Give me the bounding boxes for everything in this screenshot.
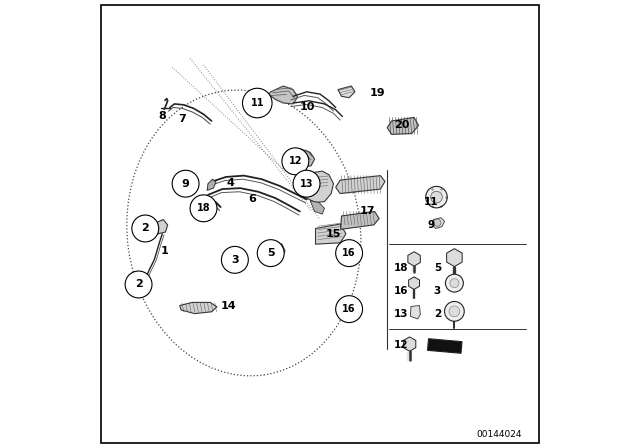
Circle shape	[293, 170, 320, 197]
Polygon shape	[316, 224, 346, 244]
Polygon shape	[269, 86, 298, 104]
Polygon shape	[207, 179, 216, 190]
Text: 18: 18	[394, 263, 408, 273]
Text: 3: 3	[231, 255, 239, 265]
Circle shape	[257, 240, 284, 267]
Text: 9: 9	[182, 179, 189, 189]
Text: 17: 17	[359, 206, 375, 215]
Polygon shape	[264, 241, 285, 255]
Text: 16: 16	[342, 304, 356, 314]
Text: 6: 6	[248, 194, 256, 204]
Text: 2: 2	[141, 224, 149, 233]
Polygon shape	[338, 86, 355, 98]
Text: 10: 10	[300, 102, 316, 112]
Circle shape	[445, 302, 464, 321]
Text: 5: 5	[267, 248, 275, 258]
Circle shape	[282, 148, 309, 175]
Text: 2: 2	[434, 310, 441, 319]
Circle shape	[172, 170, 199, 197]
Bar	[428, 339, 462, 353]
Text: 12: 12	[289, 156, 302, 166]
Text: 8: 8	[159, 112, 166, 121]
Text: 00144024: 00144024	[476, 430, 522, 439]
Polygon shape	[340, 211, 379, 229]
Circle shape	[445, 274, 463, 292]
Polygon shape	[336, 176, 385, 194]
Circle shape	[221, 246, 248, 273]
Circle shape	[190, 195, 217, 222]
Text: 16: 16	[342, 248, 356, 258]
Text: 13: 13	[300, 179, 314, 189]
Text: 16: 16	[394, 286, 408, 296]
Text: 3: 3	[434, 286, 441, 296]
Circle shape	[434, 219, 441, 226]
Polygon shape	[410, 306, 420, 319]
Circle shape	[431, 191, 442, 203]
Text: 7: 7	[178, 114, 186, 124]
Text: 9: 9	[428, 220, 435, 230]
Circle shape	[449, 306, 460, 317]
Text: 20: 20	[394, 121, 410, 130]
Text: 12: 12	[394, 340, 408, 350]
Text: 11: 11	[424, 198, 438, 207]
Text: 13: 13	[394, 310, 408, 319]
Polygon shape	[432, 218, 445, 228]
Circle shape	[132, 215, 159, 242]
Text: 14: 14	[221, 301, 236, 310]
Circle shape	[243, 88, 272, 118]
Polygon shape	[387, 117, 419, 134]
Text: 15: 15	[326, 229, 341, 239]
Polygon shape	[298, 171, 333, 202]
Circle shape	[336, 240, 362, 267]
Circle shape	[426, 186, 447, 208]
Polygon shape	[180, 302, 217, 314]
Circle shape	[125, 271, 152, 298]
Text: 4: 4	[226, 178, 234, 188]
Text: 1: 1	[160, 246, 168, 256]
Polygon shape	[152, 220, 168, 234]
Polygon shape	[288, 149, 315, 167]
Text: 19: 19	[369, 88, 385, 98]
Text: 2: 2	[134, 280, 143, 289]
Polygon shape	[310, 201, 324, 214]
Text: 11: 11	[250, 98, 264, 108]
Text: 18: 18	[196, 203, 211, 213]
Text: 5: 5	[434, 263, 441, 273]
Circle shape	[450, 279, 459, 288]
Circle shape	[336, 296, 362, 323]
